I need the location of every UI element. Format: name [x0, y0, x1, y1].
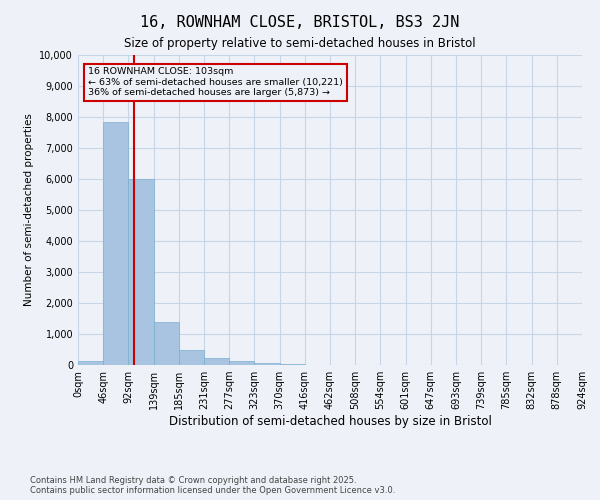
Bar — [179, 350, 204, 365]
Text: Contains HM Land Registry data © Crown copyright and database right 2025.
Contai: Contains HM Land Registry data © Crown c… — [30, 476, 395, 495]
Bar — [78, 362, 103, 365]
Bar — [229, 361, 254, 365]
Bar — [103, 122, 128, 365]
Bar — [254, 363, 280, 365]
Text: Size of property relative to semi-detached houses in Bristol: Size of property relative to semi-detach… — [124, 38, 476, 51]
Text: 16 ROWNHAM CLOSE: 103sqm
← 63% of semi-detached houses are smaller (10,221)
36% : 16 ROWNHAM CLOSE: 103sqm ← 63% of semi-d… — [88, 68, 343, 97]
X-axis label: Distribution of semi-detached houses by size in Bristol: Distribution of semi-detached houses by … — [169, 415, 491, 428]
Y-axis label: Number of semi-detached properties: Number of semi-detached properties — [24, 114, 34, 306]
Bar — [280, 364, 305, 365]
Bar — [154, 322, 179, 365]
Text: 16, ROWNHAM CLOSE, BRISTOL, BS3 2JN: 16, ROWNHAM CLOSE, BRISTOL, BS3 2JN — [140, 15, 460, 30]
Bar — [128, 179, 154, 365]
Bar — [204, 358, 229, 365]
